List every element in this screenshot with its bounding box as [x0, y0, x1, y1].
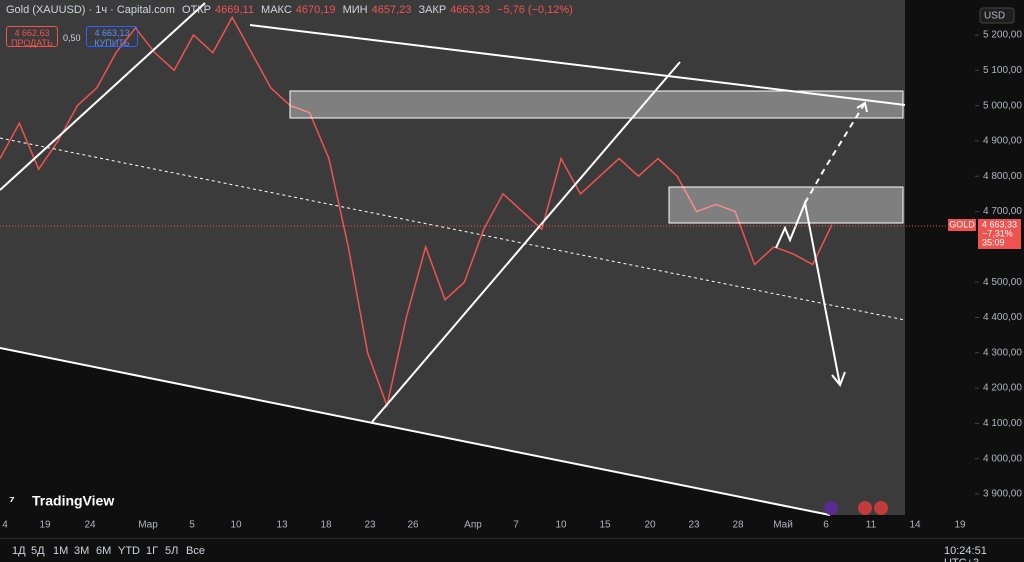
mid-channel [0, 137, 906, 321]
symbol-tag [948, 219, 976, 231]
sell-button[interactable]: 4 662,63 ПРОДАТЬ [6, 26, 58, 48]
ohlc-value: 4669,11 [215, 4, 254, 16]
time-label: 20 [644, 520, 656, 531]
time-label: 10 [230, 520, 242, 531]
ohlc-label: ЗАКР [418, 4, 447, 16]
price-label: 4 500,00 [983, 277, 1022, 288]
time-label: 18 [320, 520, 332, 531]
range-button[interactable]: 3М [74, 545, 90, 557]
price-label: 4 300,00 [983, 347, 1022, 358]
range-button[interactable]: 5Л [165, 545, 179, 557]
logo-text: TradingView [32, 493, 114, 509]
price-label: 4 700,00 [983, 206, 1022, 217]
chart: GOLD 4 663,33 −7,31% 35:09 USD ⁷ Trading… [0, 0, 1022, 531]
range-button[interactable]: 1Д [12, 545, 26, 557]
arrow-head [831, 371, 846, 387]
time-label: 15 [599, 520, 611, 531]
time-label: 23 [688, 520, 700, 531]
time-label: 28 [732, 520, 744, 531]
time-label: 6 [823, 520, 829, 531]
price-tag-value: 4 663,33 [982, 219, 1017, 229]
upper-trend [0, 2, 206, 191]
time-label: 19 [954, 520, 966, 531]
time-label: 19 [39, 520, 51, 531]
event-icon[interactable] [824, 501, 838, 515]
time-label: Мар [138, 520, 158, 531]
range-button[interactable]: YTD [118, 545, 140, 557]
ohlc-label: МАКС [261, 4, 292, 16]
resistance-zone [289, 90, 904, 119]
buy-label[interactable]: КУПИТЬ [94, 38, 130, 48]
spread: 0,50 [63, 33, 81, 43]
time-label: 26 [407, 520, 419, 531]
bearish-arrow [775, 199, 841, 386]
ohlc-value: 4663,33 [450, 4, 490, 16]
supply-zone [668, 186, 904, 224]
time-label: Апр [464, 520, 482, 531]
price-label: 4 400,00 [983, 312, 1022, 323]
arrow-head [856, 101, 868, 113]
price-tag [978, 219, 1021, 249]
time-label: 4 [2, 520, 8, 531]
time-label: 11 [866, 520, 877, 531]
time-label: Май [773, 520, 793, 531]
price-tag-timer: 35:09 [982, 237, 1005, 247]
buy-button[interactable]: 4 663,13 КУПИТЬ [86, 26, 138, 48]
price-label: 5 200,00 [983, 30, 1022, 41]
ohlc-label: ОТКР [182, 4, 212, 16]
logo: ⁷ [9, 493, 15, 509]
price-label: 5 100,00 [983, 65, 1022, 76]
bottom-toolbar: 10:24:51 UTC+3 1Д 5Д 1М 3М 6М YTD 1Г 5Л Все [0, 538, 1024, 562]
range-button[interactable]: 5Д [31, 545, 45, 557]
event-icon[interactable] [874, 501, 888, 515]
range-button[interactable]: Все [186, 545, 205, 557]
bullish-arrow [804, 102, 866, 204]
buy-price[interactable]: 4 663,13 [94, 28, 130, 38]
ohlc-value: 4657,23 [371, 4, 412, 16]
time-label: 14 [909, 520, 921, 531]
range-button[interactable]: 1Г [146, 545, 159, 557]
price-label: 3 900,00 [983, 489, 1022, 500]
lower-channel [0, 347, 831, 516]
symbol: Gold (XAUUSD) · 1ч · Capital.com [6, 4, 175, 16]
price-label: 4 800,00 [983, 171, 1022, 182]
clock: 10:24:51 UTC+3 [944, 545, 987, 562]
upper-area [0, 0, 905, 105]
time-label: 5 [189, 520, 195, 531]
ohlc-value: 4670,19 [295, 4, 336, 16]
time-label: 10 [555, 520, 567, 531]
event-icon[interactable] [858, 501, 872, 515]
range-button[interactable]: 6М [96, 545, 112, 557]
currency[interactable]: USD [984, 11, 1005, 22]
price-tag-change: −7,31% [982, 228, 1013, 238]
time-label: 13 [276, 520, 288, 531]
time-label: 23 [364, 520, 376, 531]
rising-trend [371, 61, 681, 423]
price-label: 4 200,00 [983, 383, 1022, 394]
time-label: 7 [513, 520, 519, 531]
sell-price[interactable]: 4 662,63 [14, 28, 50, 38]
price-label: 4 900,00 [983, 136, 1022, 147]
price-line [0, 15, 833, 409]
sell-label[interactable]: ПРОДАТЬ [11, 38, 53, 48]
price-label: 4 100,00 [983, 418, 1022, 429]
change: −5,76 (−0,12%) [497, 4, 573, 16]
ohlc-label: МИН [342, 4, 368, 16]
range-button[interactable]: 1М [53, 545, 69, 557]
currency-select[interactable] [979, 7, 1015, 24]
upper-channel [249, 24, 906, 106]
price-label: 5 000,00 [983, 100, 1022, 111]
symbol-tag-text: GOLD [949, 219, 975, 229]
symbol-header: Gold (XAUUSD) · 1ч · Capital.com ОТКР 466… [6, 4, 577, 16]
price-label: 4 000,00 [983, 453, 1022, 464]
time-label: 24 [84, 520, 96, 531]
